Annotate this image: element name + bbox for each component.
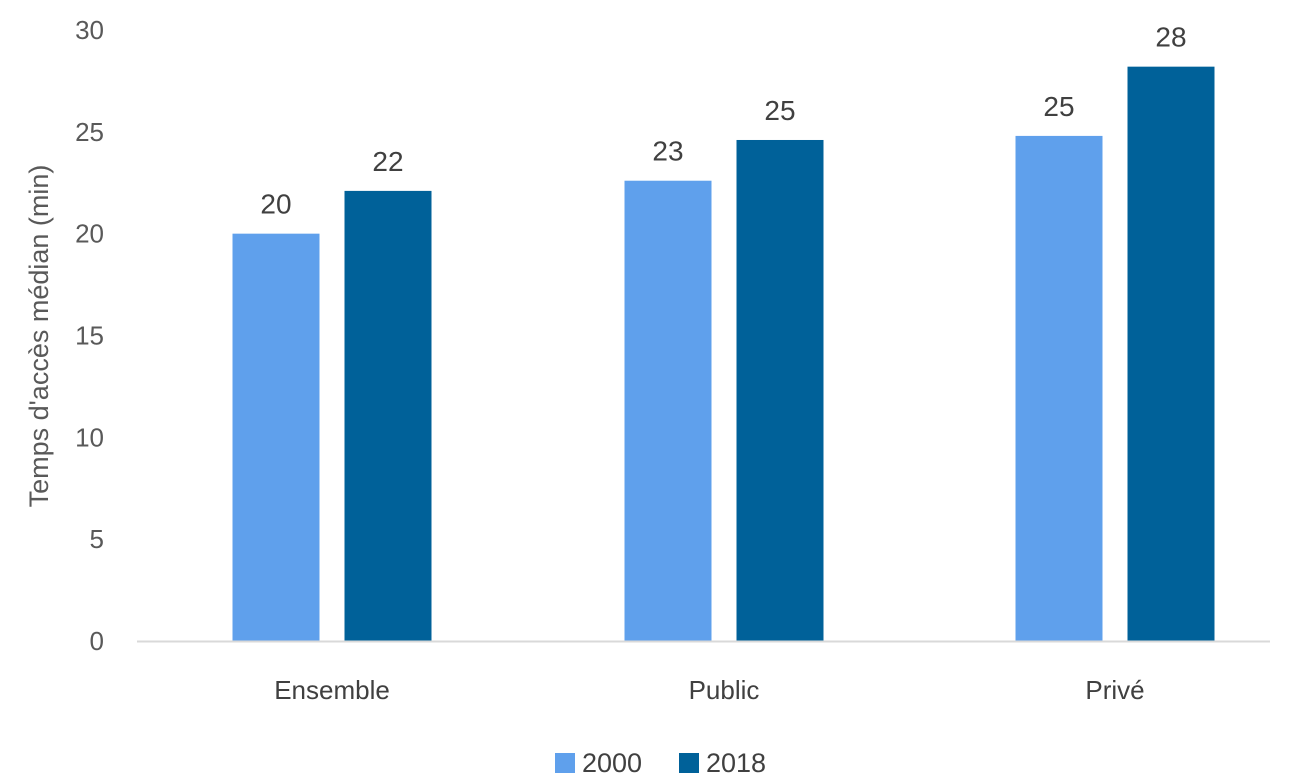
bar-2018-Public: [737, 140, 824, 641]
data-label-2000-Public: 23: [652, 136, 683, 167]
data-label-2000-Privé: 25: [1043, 91, 1074, 122]
bar-2018-Privé: [1128, 67, 1215, 641]
legend-swatch: [555, 753, 575, 773]
legend-label: 2000: [582, 748, 642, 776]
legend: 2000 2018: [555, 748, 766, 776]
y-axis-title: Temps d'accès médian (min): [24, 165, 54, 508]
y-tick-label: 25: [75, 117, 104, 147]
bar-2000-Public: [625, 181, 712, 641]
legend-label: 2018: [706, 748, 766, 776]
data-label-2018-Ensemble: 22: [372, 146, 403, 177]
data-label-2018-Public: 25: [764, 95, 795, 126]
bar-2000-Ensemble: [233, 234, 320, 641]
y-tick-label: 30: [75, 15, 104, 45]
legend-swatch: [679, 753, 699, 773]
y-tick-label: 5: [90, 524, 104, 554]
y-tick-label: 10: [75, 422, 104, 452]
y-tick-label: 15: [75, 321, 104, 351]
data-label-2018-Privé: 28: [1155, 22, 1186, 53]
y-axis-ticks: 0 5 10 15 20 25 30: [75, 15, 104, 656]
y-tick-label: 0: [90, 626, 104, 656]
category-labels: Ensemble Public Privé: [274, 675, 1144, 705]
data-label-2000-Ensemble: 20: [260, 189, 291, 220]
y-tick-label: 20: [75, 219, 104, 249]
bar-2000-Privé: [1016, 136, 1103, 641]
category-label: Ensemble: [274, 675, 390, 705]
category-label: Privé: [1085, 675, 1144, 705]
bar-2018-Ensemble: [345, 191, 432, 641]
category-label: Public: [689, 675, 760, 705]
